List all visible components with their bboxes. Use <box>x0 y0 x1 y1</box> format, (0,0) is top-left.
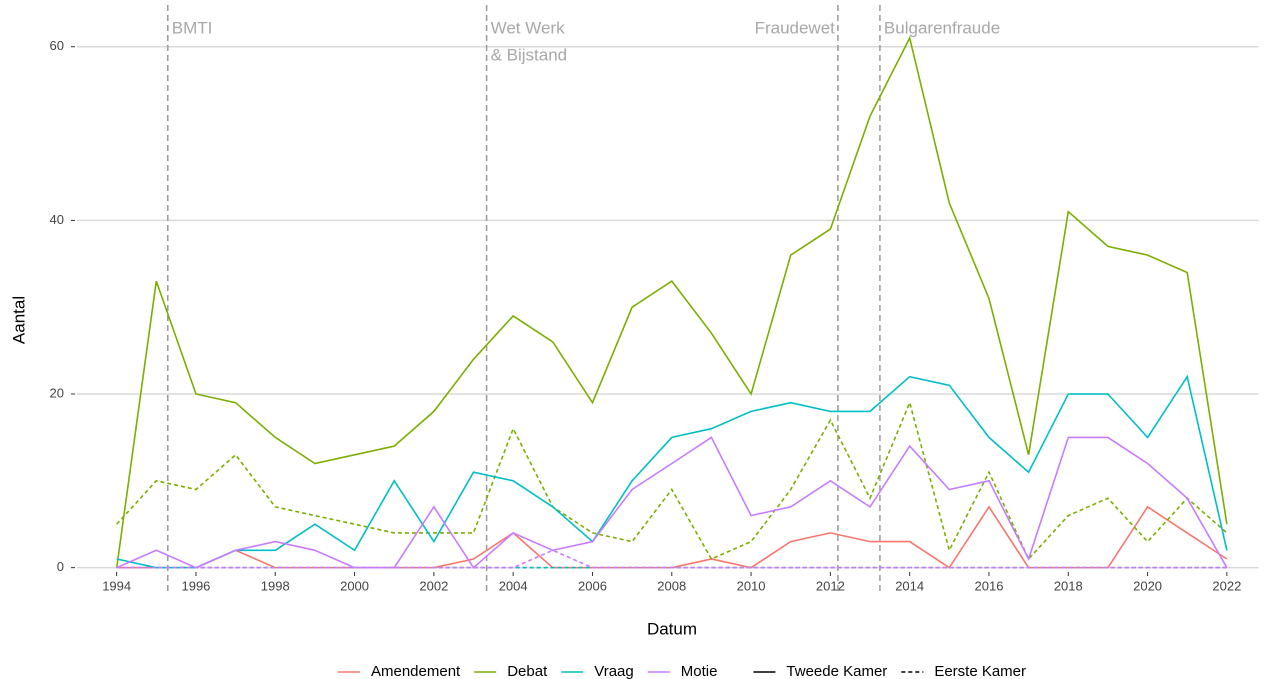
series-line <box>116 374 1228 569</box>
series-line <box>116 549 1227 569</box>
x-tick-label: 2010 <box>737 578 766 593</box>
event-label: Bulgarenfraude <box>884 18 1000 37</box>
legend-label: Tweede Kamer <box>786 663 887 679</box>
y-tick-label: 20 <box>50 385 64 400</box>
series-line <box>115 35 1228 568</box>
x-tick-label: 2018 <box>1054 578 1083 593</box>
x-tick-label: 2006 <box>578 578 607 593</box>
x-tick-label: 2016 <box>975 578 1004 593</box>
legend-label: Amendement <box>371 663 461 679</box>
x-tick-label: 1994 <box>102 578 131 593</box>
x-tick-label: 2020 <box>1133 578 1162 593</box>
x-tick-label: 2004 <box>499 578 528 593</box>
series-line <box>116 436 1228 569</box>
legend-label: Motie <box>681 663 718 679</box>
y-tick-label: 0 <box>57 559 64 574</box>
x-tick-label: 2022 <box>1212 578 1241 593</box>
x-tick-label: 1998 <box>261 578 290 593</box>
x-tick-label: 1996 <box>181 578 210 593</box>
legend-label: Vraag <box>594 663 633 679</box>
x-tick-label: 2012 <box>816 578 845 593</box>
y-tick-label: 60 <box>50 38 64 53</box>
x-tick-label: 2008 <box>657 578 686 593</box>
event-label: Wet Werk <box>491 18 565 37</box>
series-line <box>116 400 1228 561</box>
y-tick-label: 40 <box>50 212 64 227</box>
x-tick-label: 2000 <box>340 578 369 593</box>
event-label: & Bijstand <box>491 45 568 64</box>
event-label: Fraudewet <box>755 18 836 37</box>
event-label: BMTI <box>172 18 213 37</box>
y-axis-title: Aantal <box>9 296 28 344</box>
legend-label: Eerste Kamer <box>934 663 1026 679</box>
x-tick-label: 2002 <box>419 578 448 593</box>
legend-label: Debat <box>507 663 548 679</box>
x-axis-title: Datum <box>647 619 697 638</box>
series-line <box>116 505 1228 569</box>
x-tick-label: 2014 <box>895 578 924 593</box>
